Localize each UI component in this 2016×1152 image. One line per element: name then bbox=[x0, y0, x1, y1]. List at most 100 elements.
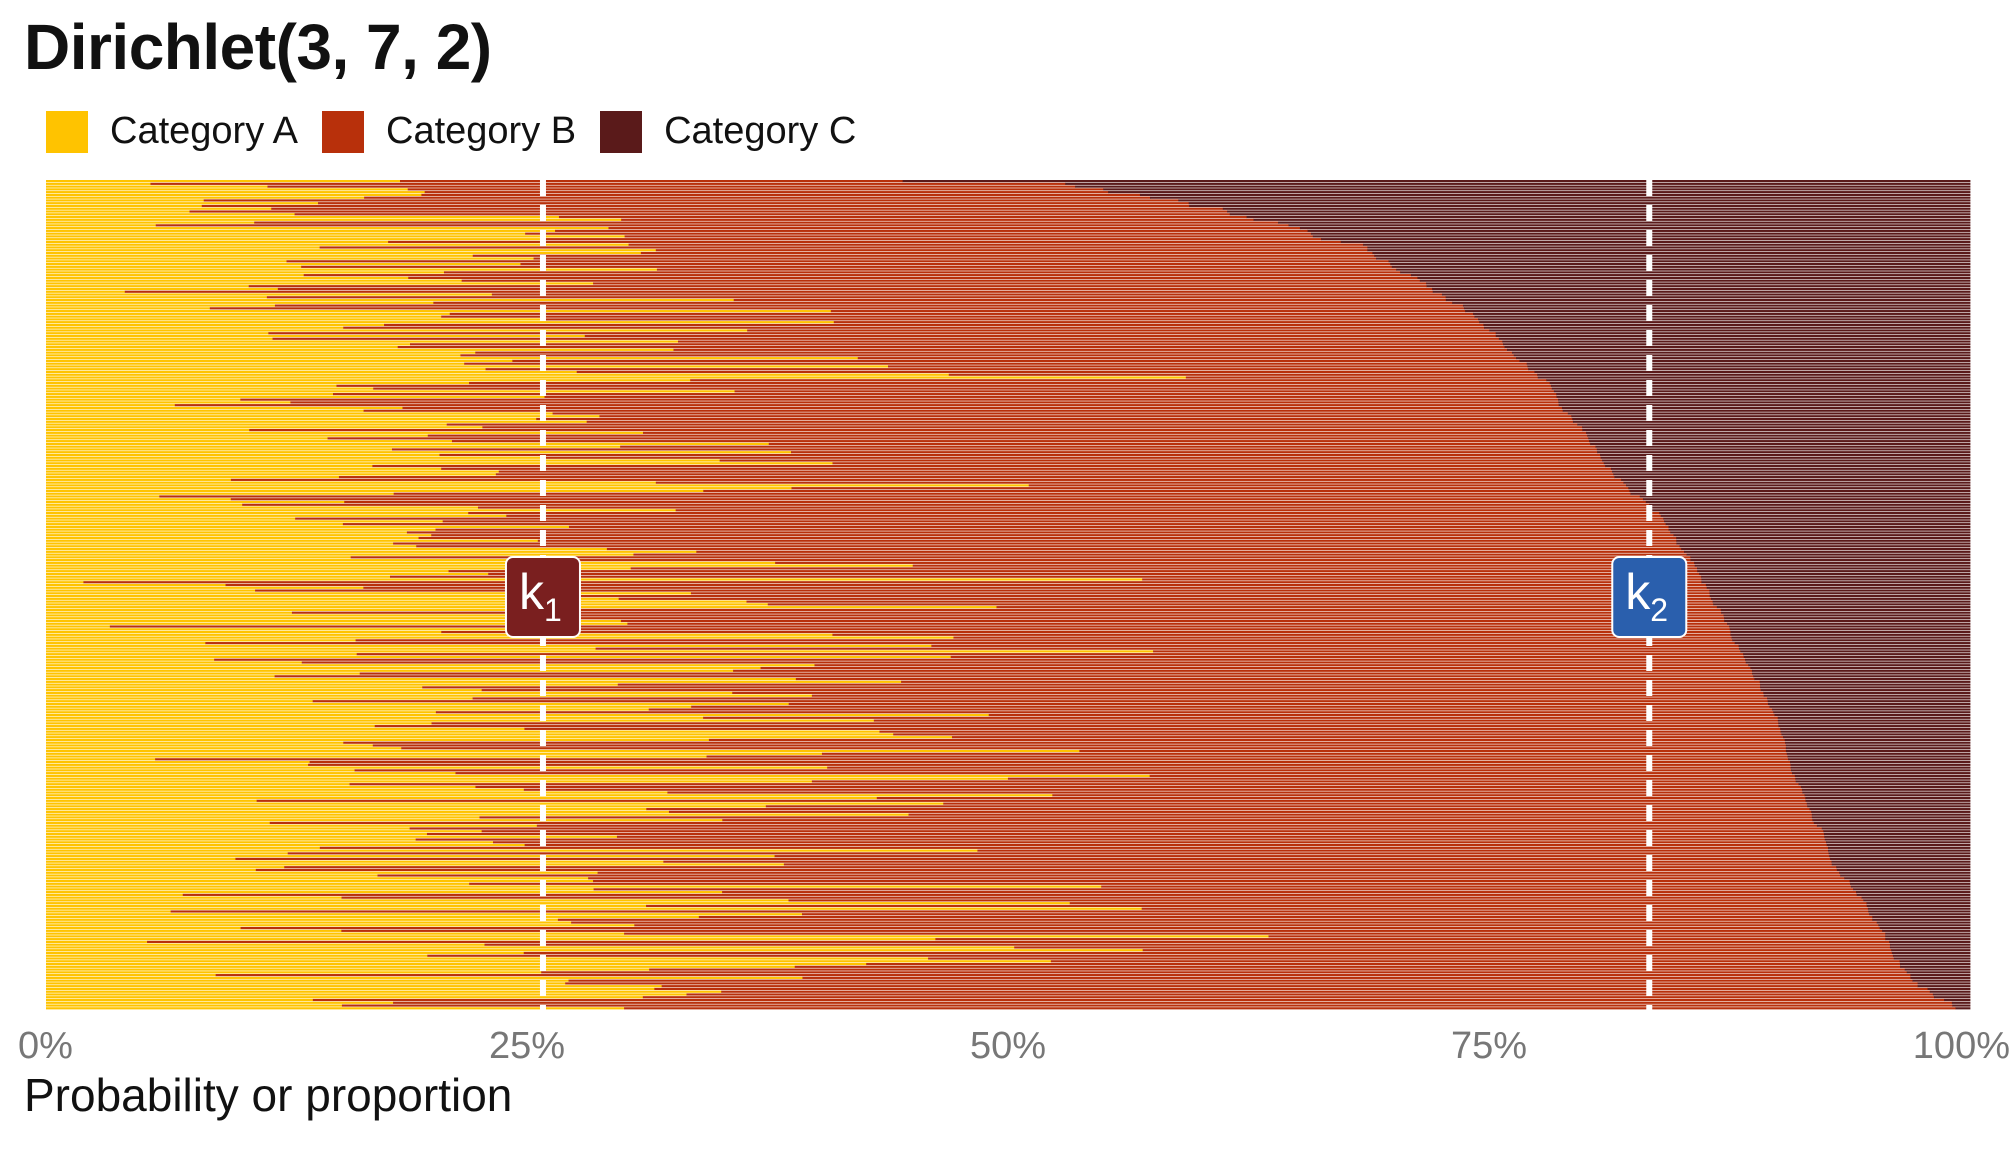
x-tick-label: 0% bbox=[18, 1025, 73, 1067]
bar-segment-category-c bbox=[1504, 346, 1971, 349]
bar-segment-category-a bbox=[46, 664, 815, 667]
bar-segment-category-b bbox=[558, 215, 1247, 219]
bar-segment-category-c bbox=[1483, 323, 1971, 327]
bar-segment-category-b bbox=[491, 293, 1443, 296]
bar-segment-category-c bbox=[1849, 879, 1971, 883]
bar-segment-category-b bbox=[442, 520, 1665, 523]
bar-segment-category-a bbox=[46, 927, 241, 930]
bar-segment-category-a bbox=[46, 835, 618, 838]
bar-segment-category-a bbox=[46, 877, 589, 880]
bar-segment-category-b bbox=[481, 689, 1762, 692]
bar-segment-category-c bbox=[1561, 406, 1971, 410]
bar-segment-category-a bbox=[46, 202, 319, 205]
bar-segment-category-c bbox=[1893, 957, 1971, 960]
bar-segment-category-a bbox=[46, 1007, 625, 1010]
bar-segment-category-c bbox=[1910, 974, 1971, 977]
bar-segment-category-c bbox=[1668, 528, 1971, 531]
bar-segment-category-b bbox=[341, 1004, 1953, 1007]
bar-segment-category-a bbox=[46, 1004, 343, 1007]
bar-segment-category-a bbox=[46, 417, 537, 421]
bar-segment-category-b bbox=[565, 982, 1918, 985]
bar-segment-category-c bbox=[1724, 617, 1971, 620]
bar-segment-category-c bbox=[1697, 567, 1971, 570]
bar-segment-category-c bbox=[1511, 351, 1971, 354]
bar-segment-category-b bbox=[988, 713, 1775, 717]
bar-segment-category-c bbox=[1752, 672, 1971, 675]
bar-segment-category-b bbox=[235, 857, 1831, 860]
bar-segment-category-c bbox=[1558, 401, 1971, 404]
bar-segment-category-b bbox=[393, 542, 1677, 545]
bar-segment-category-c bbox=[1839, 871, 1971, 874]
bar-segment-category-c bbox=[1763, 691, 1971, 694]
bar-segment-category-b bbox=[408, 276, 1418, 279]
bar-segment-category-c bbox=[1690, 556, 1971, 559]
bar-segment-category-a bbox=[46, 545, 417, 548]
bar-segment-category-a bbox=[46, 697, 474, 700]
bar-segment-category-a bbox=[46, 902, 1071, 905]
bar-segment-category-b bbox=[441, 630, 1731, 634]
bar-segment-category-c bbox=[1701, 575, 1971, 578]
bar-segment-category-b bbox=[649, 968, 1906, 971]
bar-segment-category-b bbox=[455, 772, 1793, 775]
bar-segment-category-c bbox=[1075, 185, 1971, 188]
bar-segment-category-b bbox=[294, 213, 1231, 216]
bar-segment-category-b bbox=[427, 954, 1894, 957]
x-axis-label: Probability or proportion bbox=[24, 1069, 513, 1121]
bar-segment-category-a bbox=[46, 913, 803, 916]
bar-segment-category-b bbox=[551, 628, 1731, 631]
bar-segment-category-a bbox=[46, 440, 453, 443]
bar-segment-category-b bbox=[189, 210, 1228, 213]
bar-segment-category-a bbox=[46, 238, 546, 241]
bar-segment-category-b bbox=[811, 694, 1765, 697]
bar-segment-category-a bbox=[46, 315, 442, 318]
bar-segment-category-c bbox=[1763, 694, 1971, 697]
bar-segment-category-c bbox=[1391, 265, 1971, 268]
bar-segment-category-b bbox=[977, 849, 1829, 852]
bar-segment-category-b bbox=[451, 440, 1590, 443]
bar-segment-category-c bbox=[1582, 429, 1971, 432]
bar-segment-category-b bbox=[374, 725, 1779, 728]
bar-segment-category-c bbox=[1507, 348, 1971, 351]
bar-segment-category-b bbox=[424, 191, 1109, 194]
bar-segment-category-a bbox=[46, 312, 451, 315]
bar-segment-category-b bbox=[768, 442, 1591, 445]
bar-segment-category-b bbox=[359, 672, 1753, 675]
bar-segment-category-b bbox=[814, 664, 1749, 667]
bar-segment-category-a bbox=[46, 904, 647, 908]
bar-segment-category-a bbox=[46, 841, 494, 844]
bar-segment-category-a bbox=[46, 384, 337, 387]
bar-segment-category-b bbox=[791, 487, 1629, 490]
bar-segment-category-a bbox=[46, 536, 419, 540]
bar-segment-category-a bbox=[46, 783, 350, 786]
bar-segment-category-b bbox=[475, 785, 1802, 789]
bar-segment-category-c bbox=[1783, 736, 1971, 739]
bar-segment-category-a bbox=[46, 365, 889, 368]
bar-segment-category-a bbox=[46, 586, 364, 589]
bar-segment-category-c bbox=[1840, 874, 1971, 877]
bar-segment-category-c bbox=[1495, 332, 1971, 335]
marker-label-k2: k2 bbox=[1625, 564, 1668, 628]
bar-segment-category-b bbox=[350, 556, 1691, 559]
bar-segment-category-b bbox=[531, 617, 1725, 620]
bar-segment-category-c bbox=[1452, 301, 1971, 304]
bar-segment-category-c bbox=[1367, 249, 1971, 252]
bar-segment-category-b bbox=[301, 265, 1393, 268]
bar-segment-category-b bbox=[621, 218, 1254, 221]
bar-segment-category-c bbox=[1465, 310, 1971, 313]
bar-segment-category-b bbox=[397, 346, 1505, 349]
bar-segment-category-a bbox=[46, 572, 489, 576]
bar-segment-category-b bbox=[1268, 935, 1886, 938]
bar-segment-category-a bbox=[46, 683, 619, 686]
bar-segment-category-c bbox=[1701, 578, 1971, 581]
bar-segment-category-b bbox=[159, 495, 1641, 498]
bar-segment-category-c bbox=[1794, 774, 1971, 777]
bar-segment-category-a bbox=[46, 321, 835, 324]
bar-segment-category-a bbox=[46, 747, 402, 750]
bar-segment-category-c bbox=[1419, 279, 1971, 282]
bar-segment-category-c bbox=[1670, 531, 1971, 534]
bar-segment-category-b bbox=[230, 478, 1622, 481]
bar-segment-category-b bbox=[833, 321, 1480, 324]
bar-segment-category-b bbox=[344, 500, 1647, 504]
bar-segment-category-a bbox=[46, 456, 545, 459]
